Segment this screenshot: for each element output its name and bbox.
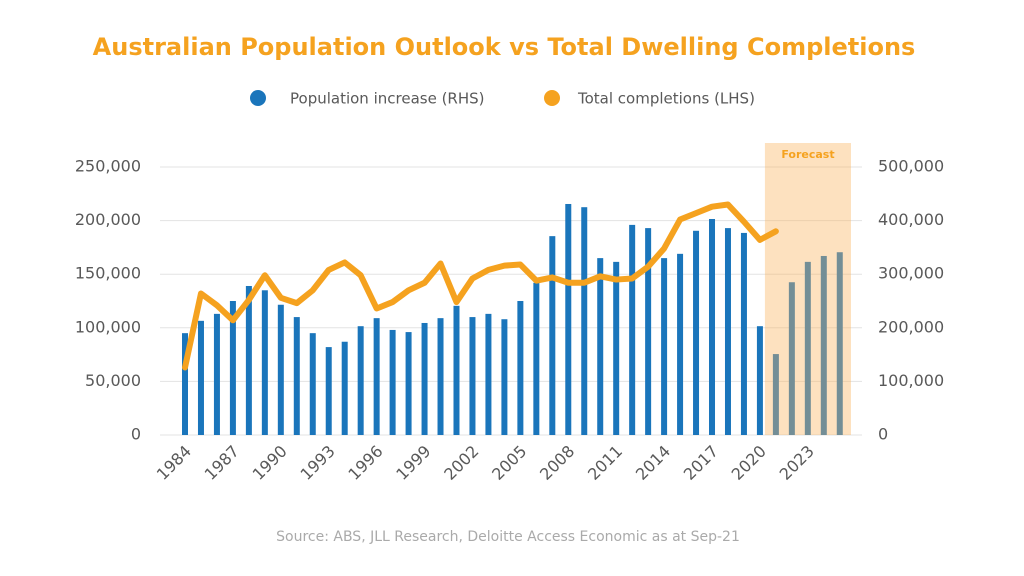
bar: [788, 282, 795, 435]
legend-label: Total completions (LHS): [577, 90, 755, 108]
bar: [182, 333, 188, 435]
y-tick-label: 50,000: [85, 371, 141, 390]
y-tick-label: 250,000: [75, 157, 141, 176]
y2-tick-label: 100,000: [878, 371, 944, 390]
bar: [517, 301, 524, 435]
bar: [325, 347, 332, 435]
bar: [389, 329, 396, 435]
bar: [836, 252, 843, 435]
bar: [373, 318, 380, 435]
bar: [756, 326, 763, 435]
bar: [597, 258, 604, 435]
line: [182, 201, 779, 371]
legend-marker: [250, 90, 266, 106]
bar: [405, 332, 412, 435]
bar: [245, 285, 252, 435]
source: Source: ABS, JLL Research, Deloitte Acce…: [276, 529, 740, 545]
bar: [613, 261, 620, 435]
bar: [485, 313, 492, 435]
bar: [533, 282, 540, 435]
y2-tick-label: 0: [878, 425, 888, 444]
legend-marker: [544, 90, 560, 106]
y2-tick-label: 300,000: [878, 264, 944, 283]
x-tick-label: 1993: [297, 442, 339, 484]
bar: [740, 232, 747, 435]
y-tick-label: 150,000: [75, 264, 141, 283]
bar: [213, 313, 220, 435]
x-tick-label: 2023: [776, 442, 818, 484]
x-tick-label: 1999: [392, 442, 434, 484]
y-tick-label: 100,000: [75, 317, 141, 336]
bar: [581, 207, 588, 435]
y2-tick-label: 400,000: [878, 210, 944, 229]
bar: [661, 258, 668, 435]
bar: [772, 354, 779, 435]
chart-title: Australian Population Outlook vs Total D…: [93, 33, 916, 61]
bar: [804, 261, 811, 435]
x-tick-label: 1987: [201, 442, 243, 484]
bar: [341, 341, 348, 435]
forecast-label: Forecast: [781, 148, 834, 161]
x-tick-label: 2005: [488, 442, 530, 484]
x-tick-label: 2002: [440, 442, 482, 484]
x-tick-label: 1984: [153, 442, 195, 484]
forecast-shade: [764, 143, 851, 435]
bar: [501, 319, 508, 435]
bar: [309, 333, 316, 435]
x-tick-label: 2014: [632, 442, 674, 484]
bar: [357, 326, 364, 435]
bar: [565, 203, 572, 435]
bar: [820, 255, 827, 435]
x-tick-label: 2008: [536, 442, 578, 484]
bar: [549, 236, 556, 435]
bar: [453, 305, 460, 435]
bar: [629, 224, 636, 435]
bar: [421, 322, 428, 435]
bar: [229, 301, 236, 435]
bar: [197, 320, 204, 435]
legend-label: Population increase (RHS): [290, 90, 485, 108]
x-tick-label: 1990: [249, 442, 291, 484]
bar: [277, 304, 284, 435]
x-tick-label: 1996: [344, 442, 386, 484]
bar: [693, 230, 700, 435]
bar: [709, 218, 716, 435]
bar: [724, 228, 731, 435]
bar: [293, 317, 300, 435]
bar: [261, 290, 268, 435]
y-tick-label: 200,000: [75, 210, 141, 229]
y2-tick-label: 200,000: [878, 317, 944, 336]
x-tick-label: 2020: [728, 442, 770, 484]
x-tick-label: 2017: [680, 442, 722, 484]
bar: [677, 253, 684, 435]
bar: [645, 228, 652, 435]
x-tick-label: 2011: [584, 442, 626, 484]
y-tick-label: 0: [131, 425, 141, 444]
y2-tick-label: 500,000: [878, 157, 944, 176]
bar: [469, 317, 476, 435]
bar: [437, 318, 444, 435]
